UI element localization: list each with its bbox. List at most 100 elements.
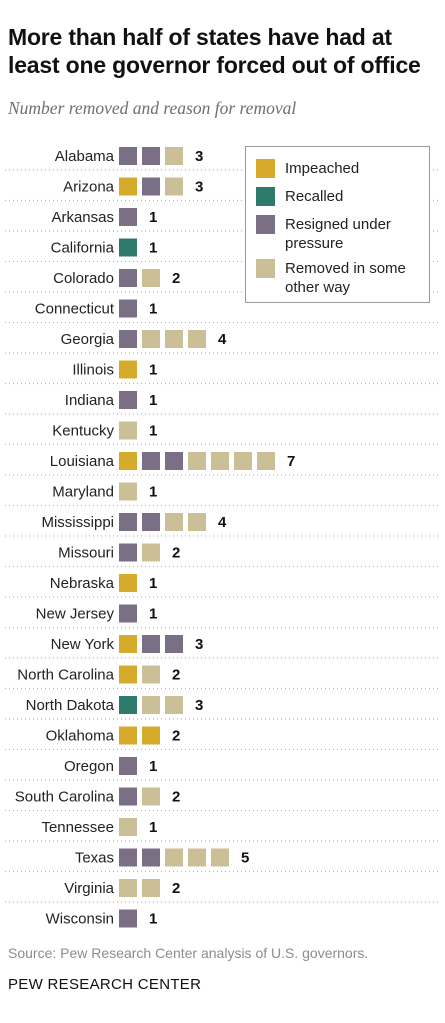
state-label-alabama: Alabama [55, 148, 115, 165]
bar-unit-alabama-resigned [119, 147, 137, 165]
bar-unit-colorado-other [142, 269, 160, 287]
bar-unit-mississippi-other [165, 513, 183, 531]
total-label-wisconsin: 1 [149, 911, 157, 928]
bar-unit-virginia-other [142, 879, 160, 897]
bar-unit-louisiana-other [234, 452, 252, 470]
bar-unit-south-carolina-other [142, 787, 160, 806]
state-label-kentucky: Kentucky [52, 423, 114, 440]
state-label-louisiana: Louisiana [50, 453, 115, 470]
bar-unit-alabama-resigned [142, 147, 160, 165]
chart-subtitle: Number removed and reason for removal [8, 98, 297, 118]
state-label-missouri: Missouri [58, 545, 114, 562]
source-note: Source: Pew Research Center analysis of … [8, 945, 369, 961]
chart-title: More than half of states have had at lea… [8, 24, 421, 78]
legend-item-other: Removed in some other way [256, 259, 415, 297]
bar-unit-north-dakota-other [165, 696, 183, 714]
legend-label-recalled: Recalled [285, 188, 344, 205]
state-label-texas: Texas [75, 850, 114, 867]
state-label-indiana: Indiana [65, 392, 115, 409]
bar-unit-maryland-other [119, 482, 137, 501]
bar-unit-indiana-resigned [119, 391, 137, 409]
legend-item-recalled: Recalled [256, 187, 425, 206]
bar-unit-louisiana-impeached [119, 452, 137, 470]
bar-unit-texas-resigned [119, 848, 137, 867]
total-label-texas: 5 [241, 850, 249, 867]
total-label-oregon: 1 [149, 758, 157, 775]
bar-unit-south-carolina-resigned [119, 787, 137, 806]
total-label-new-york: 3 [195, 636, 203, 653]
bar-unit-kentucky-other [119, 421, 137, 440]
bar-unit-oklahoma-impeached [142, 726, 160, 745]
legend-label-impeached: Impeached [285, 160, 360, 177]
bar-unit-north-dakota-other [142, 696, 160, 714]
bar-unit-texas-other [211, 848, 229, 867]
total-label-georgia: 4 [218, 331, 227, 348]
bar-unit-georgia-resigned [119, 330, 137, 348]
state-label-maryland: Maryland [52, 484, 114, 501]
bar-unit-new-york-resigned [165, 635, 183, 653]
legend-swatch-resigned [256, 215, 275, 234]
legend-label-other: Removed in some other way [285, 260, 406, 296]
bar-unit-texas-other [165, 848, 183, 867]
bar-unit-california-recalled [119, 238, 137, 257]
total-label-virginia: 2 [172, 880, 180, 897]
total-label-alabama: 3 [195, 148, 203, 165]
state-label-illinois: Illinois [72, 362, 114, 379]
bar-unit-nebraska-impeached [119, 574, 137, 592]
chart-legend: Impeached Recalled Resigned under pressu… [245, 146, 430, 303]
state-label-arizona: Arizona [63, 179, 115, 196]
legend-label-resigned: Resigned under pressure [285, 216, 391, 252]
total-label-maryland: 1 [149, 484, 157, 501]
bar-unit-tennessee-other [119, 818, 137, 836]
total-label-louisiana: 7 [287, 453, 295, 470]
total-label-mississippi: 4 [218, 514, 227, 531]
state-label-north-dakota: North Dakota [26, 697, 115, 714]
bar-unit-oklahoma-impeached [119, 726, 137, 745]
total-label-tennessee: 1 [149, 819, 157, 836]
total-label-south-carolina: 2 [172, 789, 180, 806]
bar-unit-north-dakota-recalled [119, 696, 137, 714]
state-label-mississippi: Mississippi [41, 514, 114, 531]
brand-logo-text: PEW RESEARCH CENTER [8, 976, 202, 993]
bar-unit-north-carolina-other [142, 665, 160, 684]
bar-unit-missouri-resigned [119, 543, 137, 562]
bar-unit-louisiana-resigned [165, 452, 183, 470]
total-label-kentucky: 1 [149, 423, 157, 440]
state-label-nebraska: Nebraska [50, 575, 115, 592]
total-label-missouri: 2 [172, 545, 180, 562]
bar-unit-georgia-other [142, 330, 160, 348]
bar-unit-louisiana-other [257, 452, 275, 470]
bar-unit-louisiana-other [211, 452, 229, 470]
state-label-california: California [51, 240, 115, 257]
legend-item-resigned: Resigned under pressure [256, 215, 395, 253]
bar-unit-mississippi-resigned [142, 513, 160, 531]
total-label-north-dakota: 3 [195, 697, 203, 714]
legend-swatch-other [256, 259, 275, 278]
bar-unit-virginia-other [119, 879, 137, 897]
state-label-north-carolina: North Carolina [17, 667, 114, 684]
bar-unit-louisiana-resigned [142, 452, 160, 470]
bar-unit-texas-other [188, 848, 206, 867]
bar-unit-new-york-impeached [119, 635, 137, 653]
total-label-colorado: 2 [172, 270, 180, 287]
bar-unit-new-jersey-resigned [119, 604, 137, 623]
bar-unit-louisiana-other [188, 452, 206, 470]
total-label-indiana: 1 [149, 392, 157, 409]
legend-item-impeached: Impeached [256, 159, 425, 178]
bar-unit-mississippi-other [188, 513, 206, 531]
state-label-georgia: Georgia [61, 331, 115, 348]
state-label-tennessee: Tennessee [41, 819, 114, 836]
state-label-colorado: Colorado [53, 270, 114, 287]
bar-unit-arizona-resigned [142, 177, 160, 196]
state-label-arkansas: Arkansas [51, 209, 114, 226]
total-label-arkansas: 1 [149, 209, 157, 226]
bar-unit-arkansas-resigned [119, 208, 137, 226]
bar-unit-colorado-resigned [119, 269, 137, 287]
bar-unit-north-carolina-impeached [119, 665, 137, 684]
bar-unit-oregon-resigned [119, 757, 137, 775]
bar-unit-connecticut-resigned [119, 299, 137, 318]
total-label-connecticut: 1 [149, 301, 157, 318]
bar-unit-georgia-other [165, 330, 183, 348]
bar-unit-arizona-other [165, 177, 183, 196]
total-label-illinois: 1 [149, 362, 157, 379]
